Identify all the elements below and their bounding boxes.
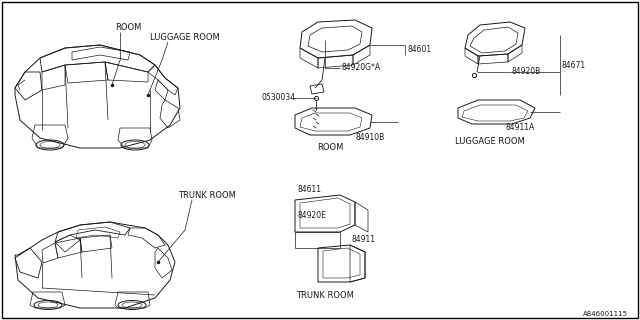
Text: 84601: 84601 bbox=[407, 45, 431, 54]
Text: 84920G*A: 84920G*A bbox=[342, 63, 381, 73]
Text: 84611: 84611 bbox=[297, 186, 321, 195]
Text: 84911: 84911 bbox=[352, 236, 376, 244]
Text: ROOM: ROOM bbox=[115, 23, 141, 33]
Text: 84920E: 84920E bbox=[297, 211, 326, 220]
Text: 0530034: 0530034 bbox=[262, 93, 296, 102]
Text: LUGGAGE ROOM: LUGGAGE ROOM bbox=[150, 34, 220, 43]
Text: TRUNK ROOM: TRUNK ROOM bbox=[178, 190, 236, 199]
Text: 84911A: 84911A bbox=[505, 124, 534, 132]
Text: LUGGAGE ROOM: LUGGAGE ROOM bbox=[455, 138, 525, 147]
Text: TRUNK ROOM: TRUNK ROOM bbox=[296, 291, 354, 300]
Text: ROOM: ROOM bbox=[317, 143, 343, 153]
Text: A846001115: A846001115 bbox=[583, 311, 628, 317]
Text: 84671: 84671 bbox=[562, 60, 586, 69]
Text: 84910B: 84910B bbox=[355, 133, 384, 142]
Text: 84920B: 84920B bbox=[512, 68, 541, 76]
